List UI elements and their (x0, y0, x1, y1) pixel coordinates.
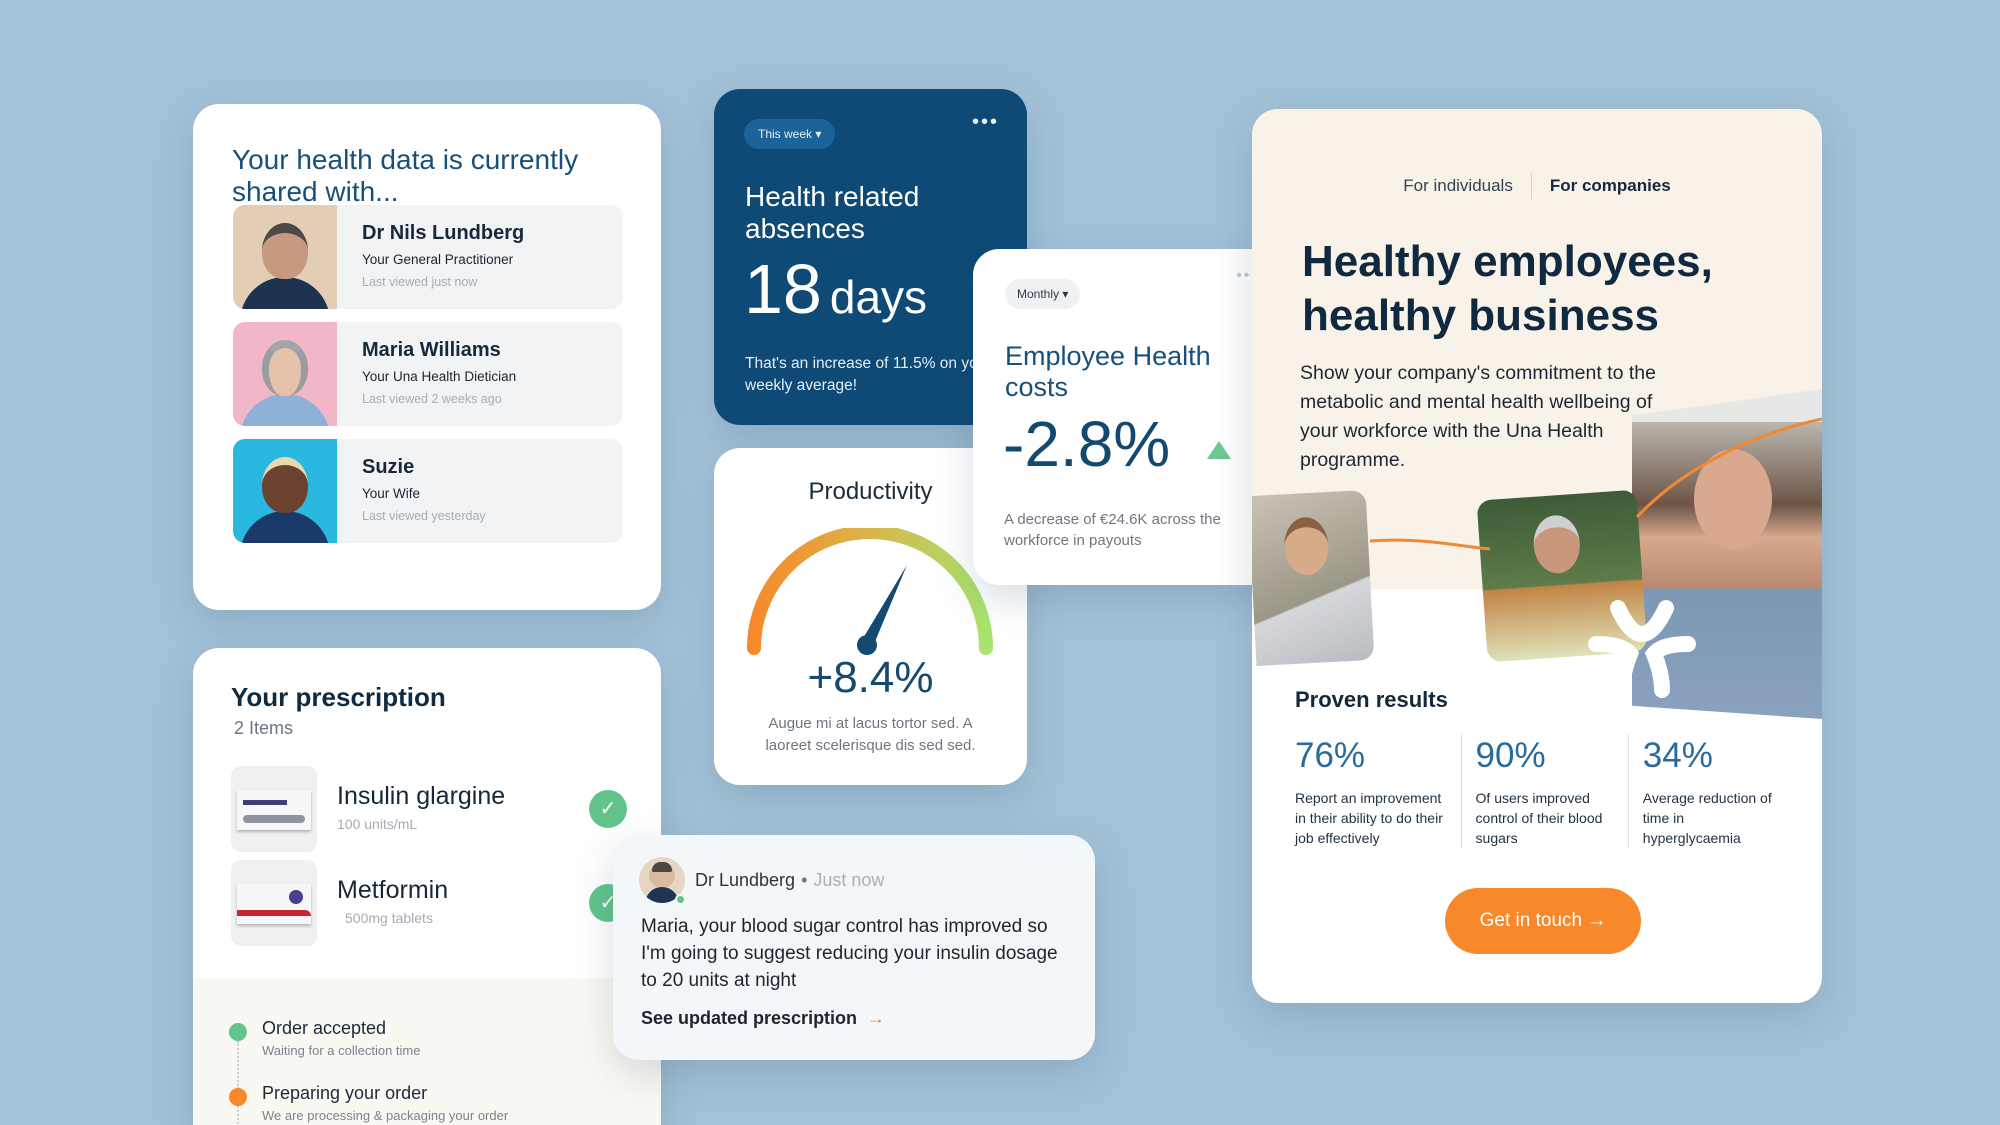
separator-dot: • (801, 870, 808, 890)
arrow-right-icon: → (867, 1008, 886, 1028)
medication-image (231, 860, 317, 946)
person-card-nils-lundberg[interactable]: Dr Nils Lundberg Your General Practition… (233, 205, 623, 309)
prescription-item-metformin[interactable]: Metformin 500mg tablets ✓ (231, 860, 641, 946)
check-icon: ✓ (589, 790, 627, 828)
avatar (233, 322, 337, 426)
sender-name: Dr Lundberg (695, 870, 796, 890)
stat-value: 90% (1475, 736, 1546, 775)
stat-text: Report an improvement in their ability t… (1295, 790, 1443, 846)
status-dot-icon (229, 1023, 247, 1041)
absences-note: That's an increase of 11.5% on your week… (745, 355, 992, 394)
tab-companies[interactable]: For companies (1549, 176, 1671, 195)
message-body: Maria, your blood sugar control has impr… (641, 916, 1058, 991)
productivity-description: Augue mi at lacus tortor sed. A laoreet … (765, 715, 976, 754)
promo-headline: Healthy employees, healthy business (1302, 237, 1713, 340)
costs-value: -2.8% (1003, 408, 1171, 480)
proven-results-title: Proven results (1295, 687, 1448, 712)
person-card-maria-williams[interactable]: Maria Williams Your Una Health Dietician… (233, 322, 623, 426)
avatar (233, 205, 337, 309)
get-in-touch-button[interactable]: Get in touch → (1445, 888, 1641, 954)
promo-lead: Show your company's commitment to the me… (1300, 362, 1656, 471)
stat-value: 34% (1642, 736, 1713, 775)
person-name: Suzie (362, 456, 415, 478)
stat-value: 76% (1295, 736, 1366, 775)
prescription-title: Your prescription (231, 682, 446, 712)
step-sub: We are processing & packaging your order (262, 1108, 509, 1123)
stat-item: 76% Report an improvement in their abili… (1295, 734, 1461, 848)
medication-dose: 500mg tablets (345, 910, 433, 926)
productivity-card: Productivity +8.4% Augue mi at lacus tor… (714, 448, 1027, 785)
more-options-icon[interactable]: ••• (1236, 267, 1259, 284)
costs-note: A decrease of €24.6K across the workforc… (1004, 511, 1221, 549)
person-last-viewed: Last viewed just now (362, 275, 478, 289)
status-dot-icon (229, 1088, 247, 1106)
shared-with-title: Your health data is currently shared wit… (232, 144, 579, 207)
link-label: See updated prescription (641, 1008, 858, 1028)
more-options-icon[interactable]: ••• (971, 111, 999, 133)
productivity-title: Productivity (808, 478, 933, 505)
medication-name: Metformin (337, 876, 449, 904)
medication-dose: 100 units/mL (337, 816, 418, 832)
una-logo-icon (1588, 600, 1696, 698)
see-updated-prescription-link[interactable]: See updated prescription → (641, 1008, 885, 1029)
message-time: Just now (813, 870, 885, 890)
message-header: Dr Lundberg • Just now (695, 870, 884, 891)
productivity-gauge (747, 528, 993, 655)
person-role: Your Una Health Dietician (362, 369, 517, 384)
person-name: Dr Nils Lundberg (362, 222, 525, 244)
person-last-viewed: Last viewed 2 weeks ago (362, 392, 502, 406)
period-dropdown[interactable]: Monthly ▾ (1005, 279, 1081, 309)
medication-image (231, 766, 317, 852)
doctor-message-card: Dr Lundberg • Just now Maria, your blood s… (613, 835, 1095, 1060)
stat-item: 90% Of users improved control of their b… (1460, 734, 1628, 848)
medication-name: Insulin glargine (337, 782, 506, 810)
audience-tabs: For individuals For companies (1252, 173, 1822, 199)
person-role: Your General Practitioner (362, 252, 514, 267)
results-stats: 76% Report an improvement in their abili… (1295, 734, 1795, 848)
productivity-value: +8.4% (807, 653, 934, 702)
employee-costs-card: Monthly ▾ ••• Employee Health costs -2.8… (973, 249, 1285, 585)
step-sub: Waiting for a collection time (262, 1043, 421, 1058)
period-dropdown[interactable]: This week ▾ (744, 119, 836, 149)
absences-number: 18 (744, 250, 822, 328)
prescription-count: 2 Items (234, 718, 294, 738)
tab-divider (1530, 173, 1532, 199)
prescription-item-insulin[interactable]: Insulin glargine 100 units/mL ✓ (231, 766, 641, 852)
stat-text: Average reduction of time in hyperglycae… (1642, 790, 1772, 846)
shared-with-card: Your health data is currently shared wit… (193, 104, 661, 610)
triangle-up-icon (1207, 441, 1231, 459)
connector-curve (1369, 417, 1822, 551)
gauge-needle-icon (857, 565, 907, 655)
absences-unit: days (829, 271, 928, 323)
tab-individuals[interactable]: For individuals (1403, 176, 1513, 195)
absences-title: Health related absences (745, 181, 920, 244)
absences-value: 18 days (744, 249, 927, 337)
online-status-icon (675, 894, 686, 905)
costs-title: Employee Health costs (1005, 341, 1211, 402)
stat-text: Of users improved control of their blood… (1475, 790, 1603, 846)
companies-promo-card: For individuals For companies Healthy em… (1252, 109, 1822, 1003)
step-label: Order accepted (262, 1018, 387, 1038)
person-card-suzie[interactable]: Suzie Your Wife Last viewed yesterday (233, 439, 623, 543)
person-last-viewed: Last viewed yesterday (362, 509, 486, 523)
person-name: Maria Williams (362, 339, 501, 361)
stat-item: 34% Average reduction of time in hypergl… (1627, 734, 1795, 848)
step-label: Preparing your order (262, 1083, 428, 1103)
order-status-timeline: Order accepted Waiting for a collection … (193, 978, 661, 1125)
person-role: Your Wife (362, 486, 421, 501)
avatar (233, 439, 337, 543)
prescription-card: Your prescription 2 Items Insulin glargi… (193, 648, 661, 1125)
